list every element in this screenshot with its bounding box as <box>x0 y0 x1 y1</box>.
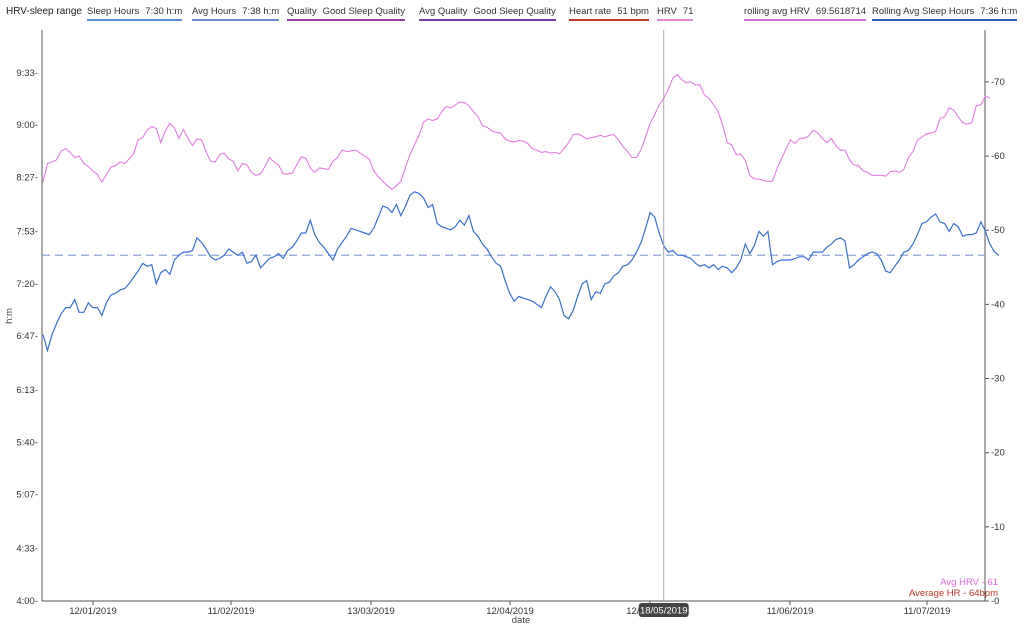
y-left-tick-label: 5:07- <box>16 490 38 501</box>
hrv-series <box>42 73 991 191</box>
legend-item-sleep-hours[interactable]: Sleep Hours 7:30 h:m <box>87 6 183 21</box>
x-tick-label: 12/04/2019 <box>486 606 534 617</box>
x-tick-label: 12/01/2019 <box>69 606 117 617</box>
legend-bar: HRV-sleep range Sleep Hours 7:30 h:m Avg … <box>0 0 1024 22</box>
x-axis-title: date <box>512 615 531 626</box>
legend-value: 7:38 h:m <box>242 6 280 17</box>
legend-value: Good Sleep Quality <box>473 6 556 17</box>
y-right-tick-label: -20 <box>991 448 1005 459</box>
y-left-tick-label: 9:33- <box>16 68 38 79</box>
y-right-tick-label: -30 <box>991 374 1005 385</box>
y-left-tick-label: 9:00- <box>16 120 38 131</box>
legend-item-rolling-avg-sleep[interactable]: Rolling Avg Sleep Hours 7:36 h:m <box>872 6 1018 21</box>
y-right-tick-label: -60 <box>991 151 1005 162</box>
y-left-tick-label: 5:40- <box>16 437 38 448</box>
legend-value: Good Sleep Quality <box>322 6 405 17</box>
legend-value: 51 bpm <box>617 6 649 17</box>
x-tick-label: 13/03/2019 <box>347 606 395 617</box>
sleep-series <box>42 191 1000 353</box>
x-tick-label: 11/02/2019 <box>208 606 255 617</box>
legend-value: 7:30 h:m <box>145 6 183 17</box>
y-left-tick-label: 7:53- <box>16 226 38 237</box>
axes: 4:00- 4:33- 5:07- 5:40- 6:13- 6:47- 7:20- 7:53-… <box>4 30 1005 626</box>
legend-label: rolling avg HRV <box>744 6 810 17</box>
y-right-tick-label: -70 <box>991 77 1005 88</box>
y-right-tick-label: -40 <box>991 299 1005 310</box>
y-left-tick-label: 6:47- <box>16 331 38 342</box>
cursor-date-tooltip <box>638 603 689 617</box>
y-right-tick-label: -10 <box>991 522 1005 533</box>
legend-item-rolling-avg-hrv[interactable]: rolling avg HRV 69.5618714 <box>744 6 867 21</box>
legend-label: Sleep Hours <box>87 6 140 17</box>
cursor-date-label: 18/05/2019 <box>640 606 688 617</box>
legend-value: 69.5618714 <box>815 6 867 17</box>
legend-value: 7:36 h:m <box>980 6 1018 17</box>
legend-item-quality[interactable]: Quality Good Sleep Quality <box>287 6 405 21</box>
x-tick-label: 11/06/2019 <box>767 606 814 617</box>
y-left-tick-label: 7:20- <box>16 279 38 290</box>
legend-title: HRV-sleep range <box>6 6 82 17</box>
legend-label: Quality <box>287 6 317 17</box>
legend-item-avg-hours[interactable]: Avg Hours 7:38 h:m <box>192 6 280 21</box>
legend-label: Avg Hours <box>192 6 237 17</box>
y-left-tick-label: 4:00- <box>16 596 38 607</box>
avg-hr-note: Average HR - 64bpm <box>909 588 998 599</box>
y-left-tick-label: 4:33- <box>16 544 38 555</box>
y-axis-title: h:m <box>4 308 15 324</box>
sleep-hours-line <box>42 191 1000 353</box>
legend-label: Rolling Avg Sleep Hours <box>872 6 975 17</box>
y-right-tick-label: -50 <box>991 225 1005 236</box>
x-tick-label: 11/07/2019 <box>904 606 951 617</box>
legend-label: Heart rate <box>569 6 612 17</box>
legend-item-heart-rate[interactable]: Heart rate 51 bpm <box>569 6 649 21</box>
legend-item-avg-quality[interactable]: Avg Quality Good Sleep Quality <box>419 6 556 21</box>
legend-item-hrv[interactable]: HRV 71 <box>657 6 694 21</box>
legend-value: 71 <box>682 6 694 17</box>
hover-cursor: 18/05/2019 <box>638 30 689 617</box>
legend-label: HRV <box>657 6 677 17</box>
legend-label: Avg Quality <box>419 6 468 17</box>
y-left-tick-label: 8:27- <box>16 173 38 184</box>
y-left-tick-label: 6:13- <box>16 385 38 396</box>
hrv-line <box>42 73 991 191</box>
y-right-tick-label: -0 <box>991 596 999 607</box>
avg-hrv-note: Avg HRV - 61 <box>940 577 998 588</box>
